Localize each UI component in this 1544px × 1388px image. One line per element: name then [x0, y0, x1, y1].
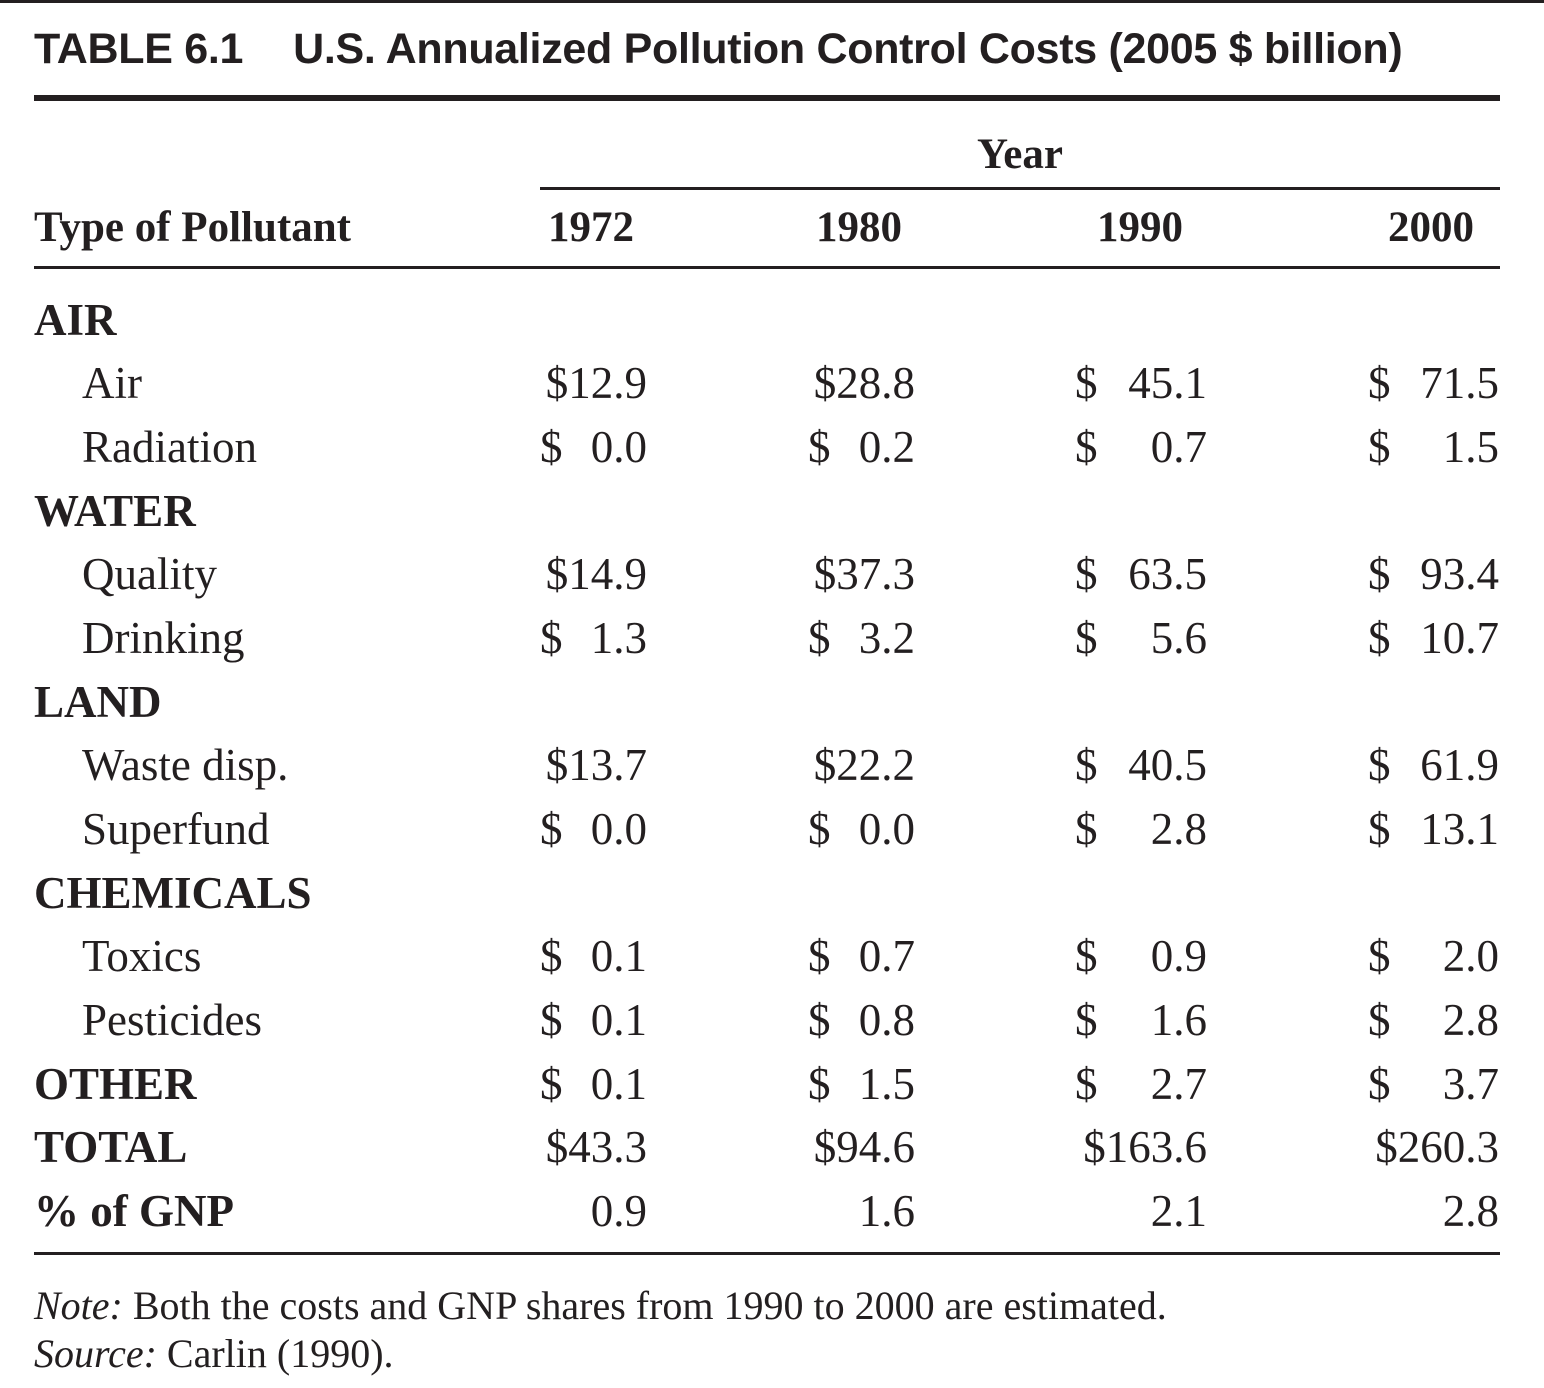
table-cell: $37.3 — [813, 549, 915, 599]
year-rule — [540, 187, 1500, 190]
table-cell: $0.9 — [1075, 931, 1207, 981]
table-cell: $63.5 — [1075, 549, 1207, 599]
table-row: % of GNP 0.9 1.6 2.1 2.8 — [0, 1179, 1544, 1243]
group-label: WATER — [34, 486, 196, 536]
table-row: TOTAL $43.3 $94.6 $163.6 $260.3 — [0, 1115, 1544, 1179]
group-label: % of GNP — [34, 1186, 234, 1236]
note-text: Both the costs and GNP shares from 1990 … — [122, 1283, 1167, 1328]
table-cell: $1.5 — [1368, 422, 1499, 472]
table-cell: $2.7 — [1075, 1059, 1207, 1109]
group-label: TOTAL — [34, 1122, 188, 1172]
table-cell: $0.0 — [540, 422, 647, 472]
caption-rule — [34, 95, 1500, 101]
table-cell: $13.1 — [1368, 804, 1499, 854]
table-cell: $93.4 — [1368, 549, 1499, 599]
table-cell: $43.3 — [545, 1122, 647, 1172]
table-cell: $12.9 — [545, 358, 647, 408]
table-cell: $71.5 — [1368, 358, 1499, 408]
table-cell: $0.1 — [540, 995, 647, 1045]
table-cell: $61.9 — [1368, 740, 1499, 790]
row-label: Drinking — [82, 613, 245, 663]
table-row: AIR — [0, 288, 1544, 352]
top-border — [0, 0, 1544, 3]
group-label: OTHER — [34, 1059, 197, 1109]
table-row: Pesticides $0.1 $0.8 $1.6 $2.8 — [0, 988, 1544, 1052]
table-row: Superfund $0.0 $0.0 $2.8 $13.1 — [0, 797, 1544, 861]
table-cell: $3.7 — [1368, 1059, 1499, 1109]
table-source: Source: Carlin (1990). — [34, 1330, 394, 1378]
table-cell: $2.8 — [1075, 804, 1207, 854]
table-row: Air $12.9 $28.8 $45.1 $71.5 — [0, 351, 1544, 415]
table-cell: $0.0 — [808, 804, 915, 854]
row-label: Quality — [82, 549, 217, 599]
column-header-1972: 1972 — [548, 204, 634, 251]
table-row: WATER — [0, 479, 1544, 543]
table-cell: $22.2 — [813, 740, 915, 790]
table-row: LAND — [0, 670, 1544, 734]
table-cell: 1.6 — [858, 1186, 915, 1236]
table-cell: $0.7 — [1075, 422, 1207, 472]
column-header-2000: 2000 — [1388, 204, 1474, 251]
table-row: Waste disp. $13.7 $22.2 $40.5 $61.9 — [0, 733, 1544, 797]
table-cell: $1.5 — [808, 1059, 915, 1109]
column-header-1990: 1990 — [1097, 204, 1183, 251]
row-label: Pesticides — [82, 995, 262, 1045]
table-row: Quality $14.9 $37.3 $63.5 $93.4 — [0, 542, 1544, 606]
table-cell: $2.0 — [1368, 931, 1499, 981]
table-cell: $13.7 — [545, 740, 647, 790]
table-cell: $3.2 — [808, 613, 915, 663]
year-header: Year — [977, 131, 1063, 178]
table-title: U.S. Annualized Pollution Control Costs … — [293, 25, 1403, 73]
table-cell: 2.1 — [1150, 1186, 1207, 1236]
row-label: Air — [82, 358, 142, 408]
table-cell: $1.6 — [1075, 995, 1207, 1045]
row-label: Waste disp. — [82, 740, 289, 790]
group-label: LAND — [34, 677, 162, 727]
table-cell: $14.9 — [545, 549, 647, 599]
source-label: Source: — [34, 1331, 157, 1376]
table-row: Radiation $0.0 $0.2 $0.7 $1.5 — [0, 415, 1544, 479]
table-row: Drinking $1.3 $3.2 $5.6 $10.7 — [0, 606, 1544, 670]
table-cell: $94.6 — [813, 1122, 915, 1172]
column-header-1980: 1980 — [816, 204, 902, 251]
note-label: Note: — [34, 1283, 123, 1328]
table-cell: $10.7 — [1368, 613, 1499, 663]
table-cell: $0.8 — [808, 995, 915, 1045]
table-cell: $5.6 — [1075, 613, 1207, 663]
header-rule — [34, 266, 1500, 269]
table-cell: $2.8 — [1368, 995, 1499, 1045]
group-label: CHEMICALS — [34, 868, 312, 918]
table-cell: 0.9 — [590, 1186, 647, 1236]
table-cell: $40.5 — [1075, 740, 1207, 790]
row-label: Toxics — [82, 931, 202, 981]
table-caption: TABLE 6.1 U.S. Annualized Pollution Contr… — [34, 22, 1403, 76]
group-label: AIR — [34, 295, 117, 345]
table-cell: $45.1 — [1075, 358, 1207, 408]
table-cell: $260.3 — [1375, 1122, 1499, 1172]
table-cell: $1.3 — [540, 613, 647, 663]
row-label: Superfund — [82, 804, 270, 854]
table-cell: $0.0 — [540, 804, 647, 854]
table-row: OTHER $0.1 $1.5 $2.7 $3.7 — [0, 1052, 1544, 1116]
table-cell: 2.8 — [1442, 1186, 1499, 1236]
bottom-rule — [34, 1252, 1500, 1255]
table-cell: $0.7 — [808, 931, 915, 981]
table-cell: $163.6 — [1083, 1122, 1207, 1172]
table-row: Toxics $0.1 $0.7 $0.9 $2.0 — [0, 924, 1544, 988]
table-cell: $0.1 — [540, 931, 647, 981]
table-row: CHEMICALS — [0, 861, 1544, 925]
row-header: Type of Pollutant — [34, 204, 351, 251]
table-number: TABLE 6.1 — [34, 25, 244, 73]
table-cell: $28.8 — [813, 358, 915, 408]
table-cell: $0.1 — [540, 1059, 647, 1109]
table-note: Note: Both the costs and GNP shares from… — [34, 1282, 1167, 1330]
table-cell: $0.2 — [808, 422, 915, 472]
row-label: Radiation — [82, 422, 257, 472]
source-text: Carlin (1990). — [156, 1331, 394, 1376]
